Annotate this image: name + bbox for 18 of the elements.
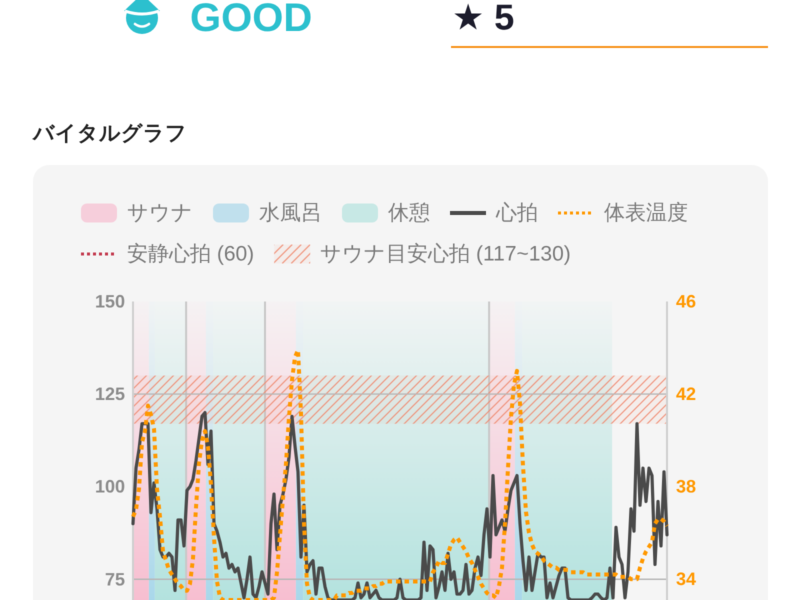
y-tick-label: 125 xyxy=(94,384,125,404)
text: 安静心拍 (60) xyxy=(127,242,254,266)
y-tick-label: 75 xyxy=(104,569,125,590)
y2-tick-label: 46 xyxy=(676,292,696,312)
text: 水風呂 xyxy=(259,202,322,224)
y-tick-label: 100 xyxy=(94,476,125,497)
legend-label: サウナ目安心拍 (117~130) xyxy=(320,242,571,266)
text: GOOD xyxy=(190,0,312,40)
text: 休憩 xyxy=(388,202,430,224)
y2-tick-label: 38 xyxy=(676,476,696,497)
y-tick-label: 150 xyxy=(94,292,125,312)
legend-label: 体表温度 xyxy=(604,202,688,224)
chart-title: バイタルグラフ xyxy=(32,122,187,145)
text: サウナ xyxy=(127,202,193,224)
y2-tick-label: 34 xyxy=(676,569,696,590)
y2-tick-label: 42 xyxy=(676,384,696,404)
legend-label: 心拍 xyxy=(495,202,538,224)
text: ★ 5 xyxy=(452,0,514,38)
